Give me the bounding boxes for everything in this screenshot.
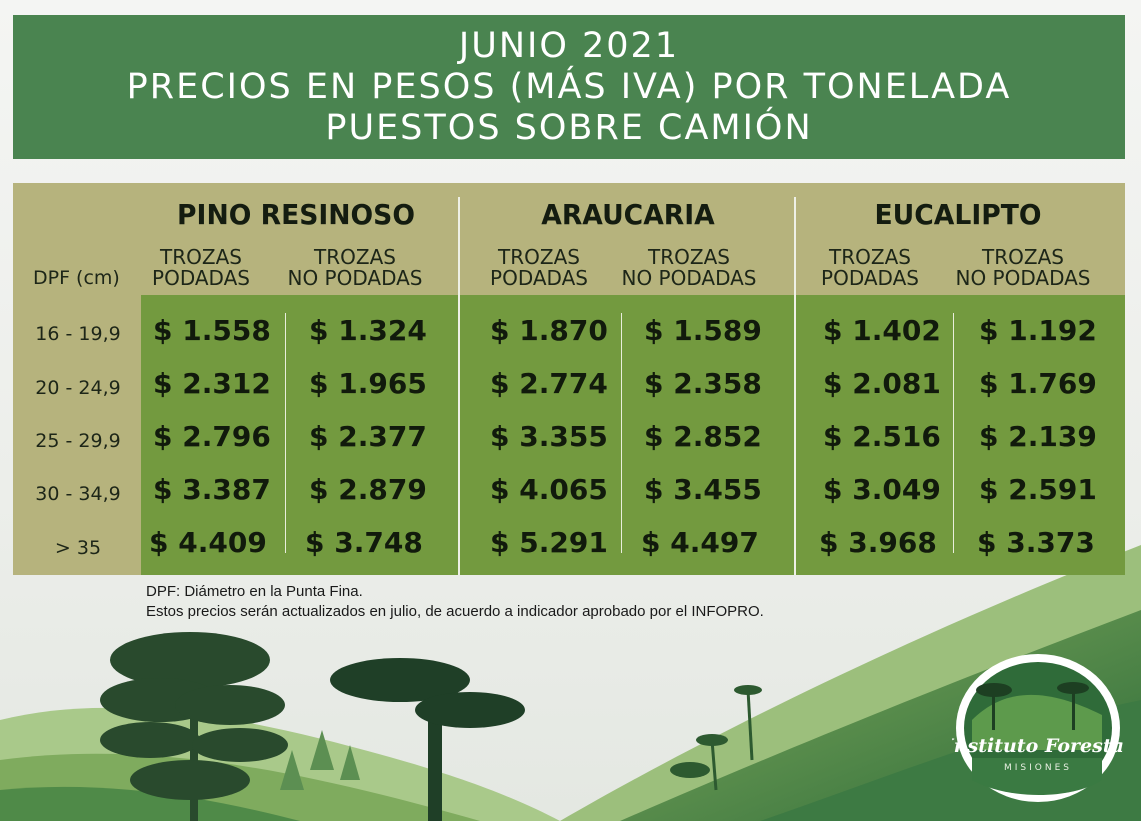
araucaria-price-block (460, 295, 794, 575)
price-table: PINO RESINOSO ARAUCARIA EUCALIPTO DPF (c… (13, 183, 1125, 575)
price-cell: $ 1.402 (823, 314, 941, 347)
price-cell: $ 1.324 (309, 314, 427, 347)
price-cell: $ 2.377 (309, 420, 427, 453)
price-cell: $ 4.065 (490, 473, 608, 506)
footnote-dpf: DPF: Diámetro en la Punta Fina. (146, 583, 363, 600)
price-cell: $ 1.192 (979, 314, 1097, 347)
price-cell: $ 2.081 (823, 367, 941, 400)
price-cell: $ 3.049 (823, 473, 941, 506)
logo-name: Instituto Forestal (952, 735, 1124, 757)
subheader-araucaria-no-podadas: TROZAS NO PODADAS (621, 245, 757, 290)
price-cell: $ 1.769 (979, 367, 1097, 400)
subheader-eucalipto-podadas: TROZAS PODADAS (821, 245, 919, 290)
price-cell: $ 2.591 (979, 473, 1097, 506)
species-eucalipto: EUCALIPTO (874, 198, 1042, 231)
column-divider (794, 197, 796, 575)
subheader-pino-no-podadas: TROZAS NO PODADAS (287, 245, 423, 290)
inner-separator (285, 313, 286, 553)
price-cell: $ 1.965 (309, 367, 427, 400)
row-dpf-label: > 35 (54, 537, 102, 559)
title-banner: JUNIO 2021 PRECIOS EN PESOS (MÁS IVA) PO… (13, 15, 1125, 159)
subheader-pino-podadas: TROZAS PODADAS (152, 245, 250, 290)
price-cell: $ 4.409 (149, 526, 267, 559)
price-cell: $ 2.852 (644, 420, 762, 453)
eucalipto-price-block (796, 295, 1125, 575)
dpf-header: DPF (cm) (33, 267, 120, 289)
title-delivery: PUESTOS SOBRE CAMIÓN (325, 107, 813, 148)
species-araucaria: ARAUCARIA (541, 198, 715, 231)
price-cell: $ 2.796 (153, 420, 271, 453)
species-pino-resinoso: PINO RESINOSO (177, 198, 415, 231)
inner-separator (953, 313, 954, 553)
price-cell: $ 3.968 (819, 526, 937, 559)
inner-separator (621, 313, 622, 553)
price-cell: $ 1.870 (490, 314, 608, 347)
title-month: JUNIO 2021 (458, 25, 680, 66)
price-cell: $ 4.497 (641, 526, 759, 559)
price-cell: $ 3.455 (644, 473, 762, 506)
row-dpf-label: 30 - 34,9 (35, 483, 121, 505)
price-cell: $ 2.312 (153, 367, 271, 400)
column-divider (458, 197, 460, 575)
title-prices: PRECIOS EN PESOS (MÁS IVA) POR TONELADA (126, 66, 1012, 107)
price-cell: $ 3.373 (977, 526, 1095, 559)
price-cell: $ 3.387 (153, 473, 271, 506)
row-dpf-label: 20 - 24,9 (35, 377, 121, 399)
subheader-eucalipto-no-podadas: TROZAS NO PODADAS (955, 245, 1091, 290)
price-cell: $ 5.291 (490, 526, 608, 559)
instituto-forestal-logo: Instituto Forestal MISIONES (952, 654, 1124, 802)
pino-price-block (141, 295, 458, 575)
price-cell: $ 3.355 (490, 420, 608, 453)
logo-subtitle: MISIONES (1004, 763, 1072, 773)
price-cell: $ 2.358 (644, 367, 762, 400)
price-cell: $ 2.516 (823, 420, 941, 453)
subheader-araucaria-podadas: TROZAS PODADAS (490, 245, 588, 290)
price-cell: $ 2.139 (979, 420, 1097, 453)
row-dpf-label: 25 - 29,9 (35, 430, 121, 452)
price-cell: $ 2.879 (309, 473, 427, 506)
price-cell: $ 1.589 (644, 314, 762, 347)
footnote-update: Estos precios serán actualizados en juli… (146, 603, 764, 620)
price-cell: $ 3.748 (305, 526, 423, 559)
footnotes: DPF: Diámetro en la Punta Fina. Estos pr… (146, 582, 764, 622)
price-cell: $ 1.558 (153, 314, 271, 347)
row-dpf-label: 16 - 19,9 (35, 323, 121, 345)
price-cell: $ 2.774 (490, 367, 608, 400)
